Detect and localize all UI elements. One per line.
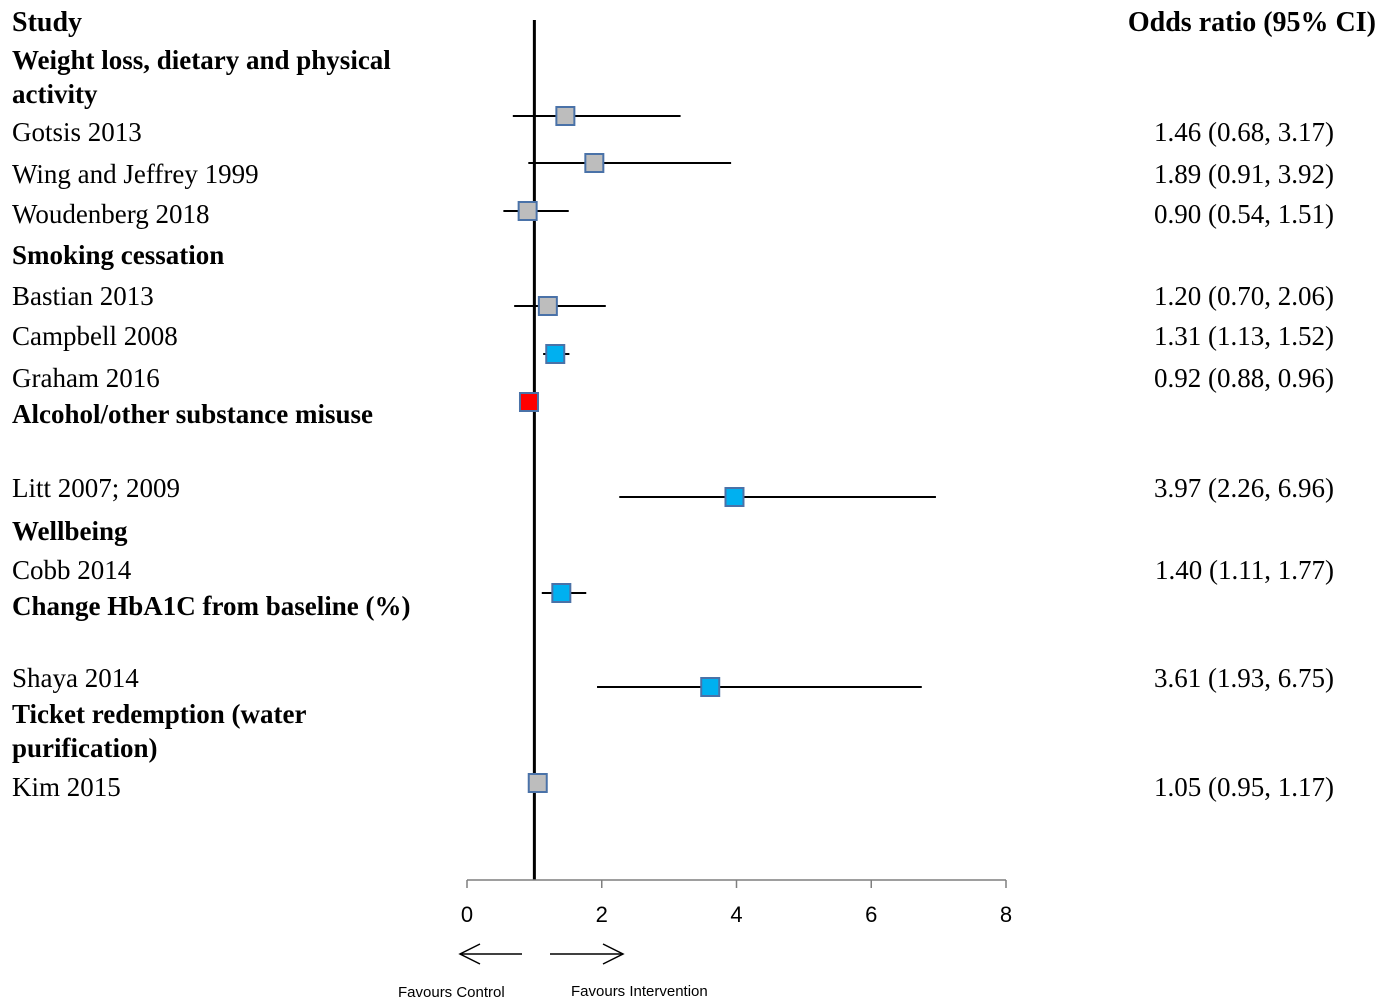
ci-text: 1.20 (0.70, 2.06) [1154, 281, 1334, 311]
x-tick-label: 4 [730, 902, 742, 927]
x-tick-label: 2 [596, 902, 608, 927]
or-marker [517, 201, 538, 221]
study-header: Study [12, 7, 83, 38]
study-label: Woudenberg 2018 [12, 199, 210, 229]
or-marker [555, 106, 576, 126]
group-heading: Wellbeing [12, 516, 128, 546]
or-marker [527, 773, 548, 793]
group-heading: Change HbA1C from baseline (%) [12, 591, 411, 621]
or-marker [551, 583, 572, 603]
study-label: Kim 2015 [12, 772, 121, 802]
study-label: Gotsis 2013 [12, 117, 142, 147]
favours-intervention-label: Favours Intervention [571, 983, 708, 1000]
x-tick-label: 0 [461, 902, 473, 927]
ci-text: 0.90 (0.54, 1.51) [1154, 199, 1334, 229]
or-marker [724, 487, 745, 507]
ci-text: 3.97 (2.26, 6.96) [1154, 473, 1334, 503]
ci-text: 1.89 (0.91, 3.92) [1154, 159, 1334, 189]
arrow-left-head [458, 943, 481, 965]
favours-control-label: Favours Control [398, 984, 505, 1001]
group-heading: Smoking cessation [12, 240, 225, 270]
or-marker [537, 296, 558, 316]
ci-text: 1.05 (0.95, 1.17) [1154, 772, 1334, 802]
study-label: Campbell 2008 [12, 321, 178, 351]
study-label: Shaya 2014 [12, 663, 139, 693]
or-marker [545, 344, 566, 364]
or-marker [518, 392, 539, 412]
study-label: Bastian 2013 [12, 281, 154, 311]
study-label: Wing and Jeffrey 1999 [12, 159, 259, 189]
group-heading: Alcohol/other substance misuse [12, 399, 374, 429]
or-marker [700, 677, 721, 697]
study-label: Graham 2016 [12, 363, 160, 393]
or-marker [584, 153, 605, 173]
group-heading: Weight loss, dietary and physical activi… [12, 45, 391, 109]
x-tick-label: 8 [1000, 902, 1012, 927]
x-tick-label: 6 [865, 902, 877, 927]
study-label: Cobb 2014 [12, 555, 132, 585]
study-label: Litt 2007; 2009 [12, 473, 180, 503]
odds-ratio-header: Odds ratio (95% CI) [1127, 7, 1376, 38]
ci-text: 0.92 (0.88, 0.96) [1154, 363, 1334, 393]
arrow-right-head [602, 943, 625, 965]
ci-text: 3.61 (1.93, 6.75) [1154, 663, 1334, 693]
ci-text: 1.46 (0.68, 3.17) [1154, 117, 1334, 147]
ci-text: 1.31 (1.13, 1.52) [1154, 321, 1334, 351]
group-heading: Ticket redemption (water purification) [12, 699, 306, 763]
ci-text: 1.40 (1.11, 1.77) [1155, 555, 1334, 585]
